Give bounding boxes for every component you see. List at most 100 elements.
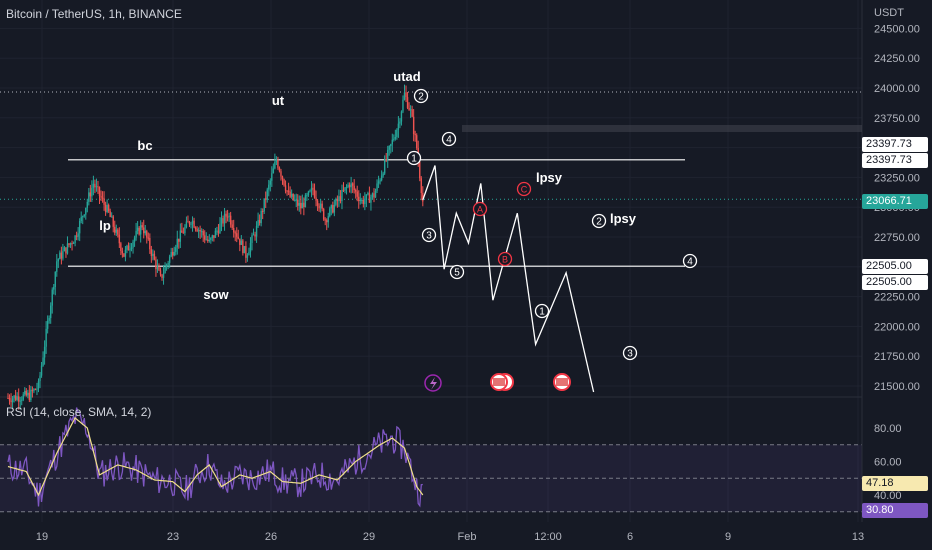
- candle-body: [385, 159, 387, 161]
- candle-body: [16, 396, 18, 400]
- candle-body: [57, 259, 60, 262]
- candle-body: [97, 186, 99, 188]
- candle-body: [295, 199, 297, 201]
- candle-body: [156, 267, 159, 270]
- candle-body: [65, 247, 67, 254]
- candle-body: [265, 198, 267, 200]
- candle-body: [353, 185, 355, 191]
- price-axis-label: 23250.00: [874, 172, 920, 184]
- candle-body: [158, 267, 160, 271]
- candle-body: [307, 191, 310, 196]
- candle-body: [245, 246, 247, 258]
- candle-body: [335, 198, 337, 205]
- price-axis-label: 21750.00: [874, 351, 920, 363]
- wave-number-text: 2: [418, 92, 424, 103]
- candle-body: [69, 243, 72, 246]
- candle-body: [88, 192, 90, 202]
- candle-body: [100, 195, 102, 198]
- time-gridlines: [41, 0, 859, 522]
- candle-body: [257, 220, 259, 227]
- candle-body: [274, 161, 276, 169]
- candle-body: [179, 230, 182, 242]
- candle-body: [403, 92, 406, 100]
- candle-body: [115, 229, 117, 233]
- candle-body: [286, 190, 288, 192]
- annotation-label: lpsy: [536, 170, 563, 185]
- candle-body: [112, 216, 114, 227]
- candle-body: [223, 213, 226, 224]
- candle-body: [85, 207, 87, 215]
- candle-body: [368, 193, 371, 203]
- candle-body: [373, 193, 375, 198]
- price-axis-label: 22750.00: [874, 232, 920, 244]
- time-axis-label: 12:00: [534, 531, 562, 543]
- candle-body: [185, 221, 188, 228]
- currency-label[interactable]: USDT: [874, 7, 904, 19]
- candle-body: [399, 121, 401, 124]
- wave-number-marker: [413, 88, 429, 104]
- lightning-bolt-icon: [430, 377, 437, 390]
- candle-body: [176, 238, 178, 248]
- projection-path: [422, 165, 595, 393]
- candle-body: [318, 205, 320, 209]
- wave-number-text: 2: [596, 217, 602, 228]
- candle-body: [371, 193, 374, 198]
- candle-body: [319, 203, 322, 209]
- candle-body: [239, 238, 241, 245]
- candle-body: [324, 219, 326, 221]
- candle-body: [8, 398, 11, 401]
- candle-body: [393, 138, 395, 140]
- candle-body: [42, 357, 44, 366]
- resistance-zone: [462, 125, 862, 132]
- candle-body: [135, 230, 137, 238]
- candle-body: [269, 180, 271, 185]
- candle-body: [213, 235, 215, 238]
- candle-body: [345, 186, 348, 188]
- candle-body: [283, 179, 285, 186]
- lightning-event-icon[interactable]: [424, 374, 442, 392]
- annotation-label: bc: [137, 138, 152, 153]
- candle-body: [263, 198, 265, 212]
- symbol-title[interactable]: Bitcoin / TetherUS, 1h, BINANCE: [6, 7, 182, 21]
- rsi-title[interactable]: RSI (14, close, SMA, 14, 2): [6, 405, 152, 419]
- candle-body: [237, 236, 239, 239]
- candle-body: [284, 185, 287, 191]
- candle-body: [397, 123, 400, 130]
- candle-body: [144, 230, 146, 234]
- candle-body: [210, 238, 212, 240]
- wave-letter-text: B: [502, 255, 508, 265]
- candle-body: [10, 400, 12, 403]
- candle-body: [405, 92, 407, 98]
- candle-body: [120, 243, 122, 251]
- candle-body: [7, 397, 9, 399]
- candle-body: [37, 381, 40, 389]
- candle-body: [129, 248, 131, 251]
- candle-body: [208, 239, 210, 242]
- candle-body: [379, 180, 381, 182]
- candle-body: [364, 200, 366, 205]
- candle-body: [95, 186, 98, 188]
- time-axis-label: 9: [725, 531, 731, 543]
- candle-body: [71, 243, 73, 245]
- candle-body: [78, 221, 81, 234]
- candle-body: [298, 203, 300, 206]
- wave-letter-marker: [497, 251, 513, 267]
- candle-body: [92, 183, 95, 188]
- candle-body: [31, 389, 34, 392]
- candle-body: [27, 392, 29, 396]
- candle-body: [258, 220, 261, 224]
- wave-number-marker: [682, 253, 698, 269]
- candle-body: [330, 205, 332, 209]
- candle-body: [268, 184, 270, 190]
- candle-body: [127, 245, 130, 251]
- candle-body: [62, 251, 64, 259]
- wave-number-text: 3: [426, 231, 432, 242]
- candle-body: [152, 253, 154, 256]
- rsi-line: [7, 407, 423, 508]
- price-axis-label: 24000.00: [874, 83, 920, 95]
- candle-body: [199, 229, 201, 232]
- event-icons[interactable]: [424, 373, 571, 392]
- candle-body: [222, 218, 224, 224]
- candle-body: [82, 216, 84, 218]
